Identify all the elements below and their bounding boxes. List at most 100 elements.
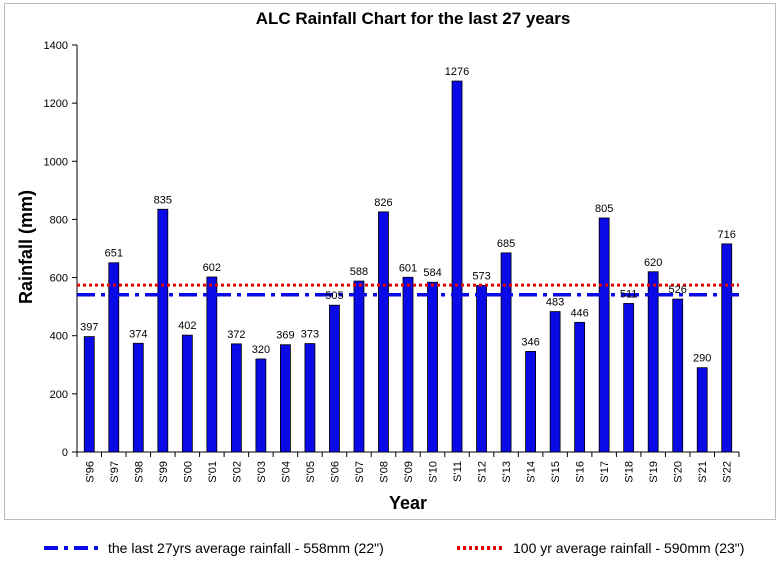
data-label: 373 xyxy=(301,329,319,341)
bar xyxy=(549,311,561,453)
x-tick-label: S'13 xyxy=(501,461,513,483)
y-axis-label: Rainfall (mm) xyxy=(16,190,36,304)
x-tick-label: S'99 xyxy=(158,461,170,483)
bar xyxy=(108,262,120,453)
bar xyxy=(476,285,487,453)
bar xyxy=(623,303,635,453)
bar xyxy=(304,343,316,453)
data-label: 826 xyxy=(374,197,392,209)
bar xyxy=(574,321,586,453)
x-tick-label: S'20 xyxy=(673,461,685,483)
bar xyxy=(255,358,267,453)
bar xyxy=(83,336,95,453)
legend-item-27yr-average: the last 27yrs average rainfall - 558mm … xyxy=(42,538,384,558)
data-label: 588 xyxy=(350,266,368,278)
x-axis-label: Year xyxy=(389,493,427,513)
x-tick-label: S'96 xyxy=(84,461,96,483)
dash-dot-line-icon xyxy=(44,546,100,550)
x-tick-label: S'97 xyxy=(109,461,121,483)
bar xyxy=(132,342,144,453)
y-tick-label: 400 xyxy=(50,331,68,343)
data-label: 346 xyxy=(521,336,539,348)
data-label: 397 xyxy=(80,322,98,334)
x-tick-label: S'98 xyxy=(133,461,145,483)
data-label: 601 xyxy=(399,262,417,274)
data-label: 1276 xyxy=(445,66,469,78)
data-label: 483 xyxy=(546,297,564,309)
bar xyxy=(206,276,218,453)
x-tick-label: S'11 xyxy=(452,461,464,482)
x-tick-label: S'09 xyxy=(403,461,415,483)
x-tick-label: S'10 xyxy=(428,461,440,483)
bar xyxy=(647,271,659,453)
bar xyxy=(672,298,684,453)
x-tick-label: S'00 xyxy=(182,461,194,483)
data-label: 573 xyxy=(472,270,490,282)
bar xyxy=(280,344,291,453)
x-tick-label: S'08 xyxy=(378,461,390,483)
y-tick-label: 1000 xyxy=(44,156,68,168)
bar xyxy=(500,252,512,453)
data-label: 602 xyxy=(203,262,221,274)
data-label: 620 xyxy=(644,257,662,269)
data-label: 402 xyxy=(178,320,196,332)
bar xyxy=(427,281,438,453)
bar xyxy=(721,243,733,453)
y-tick-label: 1400 xyxy=(44,40,68,52)
x-tick-label: S'07 xyxy=(354,461,366,483)
x-tick-label: S'16 xyxy=(575,461,587,483)
y-tick-label: 1200 xyxy=(44,98,68,110)
data-label: 685 xyxy=(497,238,515,250)
data-label: 526 xyxy=(669,284,687,296)
x-tick-label: S'06 xyxy=(329,461,341,483)
data-label: 651 xyxy=(105,248,123,260)
legend-label-100yr-average: 100 yr average rainfall - 590mm (23") xyxy=(513,540,745,556)
x-tick-label: S'15 xyxy=(550,461,562,483)
bar xyxy=(696,367,708,453)
data-label: 290 xyxy=(693,353,711,365)
data-label: 320 xyxy=(252,344,270,356)
data-label: 805 xyxy=(595,203,613,215)
x-tick-label: S'22 xyxy=(722,461,734,483)
x-tick-label: S'19 xyxy=(648,461,660,483)
y-tick-label: 800 xyxy=(50,214,68,226)
y-tick-label: 0 xyxy=(62,447,68,459)
data-label: 511 xyxy=(620,288,638,300)
x-tick-label: S'02 xyxy=(231,461,243,483)
data-label: 374 xyxy=(129,328,147,340)
data-label: 446 xyxy=(570,307,588,319)
legend-label-27yr-average: the last 27yrs average rainfall - 558mm … xyxy=(108,540,384,556)
chart-frame xyxy=(4,3,776,520)
x-tick-label: S'01 xyxy=(207,461,219,483)
data-label: 835 xyxy=(154,194,172,206)
data-label: 372 xyxy=(227,329,245,341)
chart-title: ALC Rainfall Chart for the last 27 years xyxy=(256,9,571,28)
bar xyxy=(181,334,193,453)
bar xyxy=(157,208,169,453)
bar xyxy=(402,276,414,453)
legend: the last 27yrs average rainfall - 558mm … xyxy=(0,538,783,564)
data-label: 716 xyxy=(718,229,736,241)
dotted-line-icon xyxy=(457,546,505,550)
x-tick-label: S'03 xyxy=(256,461,268,483)
bar xyxy=(378,211,389,453)
bar xyxy=(230,343,242,453)
bar xyxy=(353,280,365,453)
legend-item-100yr-average: 100 yr average rainfall - 590mm (23") xyxy=(455,538,744,558)
data-label: 369 xyxy=(276,330,294,342)
data-label: 584 xyxy=(423,267,441,279)
bar xyxy=(598,217,610,453)
x-tick-label: S'21 xyxy=(697,461,709,483)
x-tick-label: S'17 xyxy=(599,461,611,483)
x-tick-label: S'18 xyxy=(624,461,636,483)
data-label: 505 xyxy=(325,290,343,302)
y-tick-label: 200 xyxy=(50,389,68,401)
y-tick-label: 600 xyxy=(50,273,68,285)
bar xyxy=(525,351,536,453)
x-tick-label: S'14 xyxy=(526,461,538,483)
rainfall-chart: ALC Rainfall Chart for the last 27 years… xyxy=(16,9,740,513)
bar xyxy=(451,80,463,453)
x-tick-label: S'04 xyxy=(280,461,292,483)
x-tick-label: S'05 xyxy=(305,461,317,483)
bar xyxy=(329,304,340,453)
